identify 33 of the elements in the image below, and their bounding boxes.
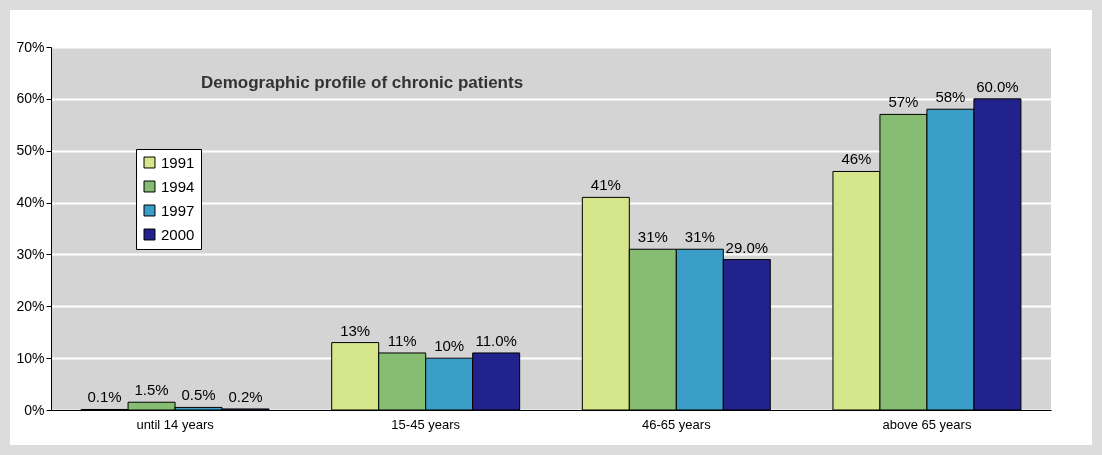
data-label: 41% bbox=[590, 176, 621, 194]
data-label: 11% bbox=[387, 331, 417, 349]
y-tick-label: 30% bbox=[16, 245, 45, 262]
legend-label: 1997 bbox=[161, 201, 195, 219]
data-label: 46% bbox=[841, 150, 872, 168]
data-label: 29.0% bbox=[725, 238, 769, 256]
y-tick-label: 70% bbox=[16, 38, 45, 55]
y-tick-label: 20% bbox=[16, 297, 45, 314]
data-label: 0.2% bbox=[228, 387, 263, 405]
y-tick-label: 50% bbox=[16, 142, 45, 159]
y-tick-label: 0% bbox=[24, 401, 45, 418]
legend-label: 1994 bbox=[161, 177, 195, 195]
y-tick-label: 40% bbox=[16, 194, 45, 211]
data-label: 10% bbox=[434, 337, 465, 355]
data-label: 13% bbox=[340, 321, 371, 339]
data-label: 60.0% bbox=[976, 77, 1019, 95]
data-label: 31% bbox=[637, 228, 668, 246]
data-label: 11.0% bbox=[475, 331, 517, 349]
y-tick-label: 10% bbox=[16, 349, 45, 366]
x-tick-label: 15-45 years bbox=[391, 416, 461, 432]
data-label: 58% bbox=[935, 88, 966, 106]
data-label: 31% bbox=[684, 228, 715, 246]
data-label: 0.1% bbox=[87, 388, 122, 406]
data-label: 0.5% bbox=[181, 386, 216, 404]
x-tick-label: until 14 years bbox=[136, 416, 215, 432]
data-label: 1.5% bbox=[134, 381, 169, 399]
x-tick-label: above 65 years bbox=[882, 416, 972, 432]
text: Demographic profile of chronic patients bbox=[201, 73, 524, 92]
data-label: 57% bbox=[888, 93, 919, 111]
legend-label: 2000 bbox=[161, 225, 195, 243]
legend-label: 1991 bbox=[161, 153, 195, 171]
x-tick-label: 46-65 years bbox=[641, 416, 712, 432]
y-tick-label: 60% bbox=[16, 90, 45, 107]
